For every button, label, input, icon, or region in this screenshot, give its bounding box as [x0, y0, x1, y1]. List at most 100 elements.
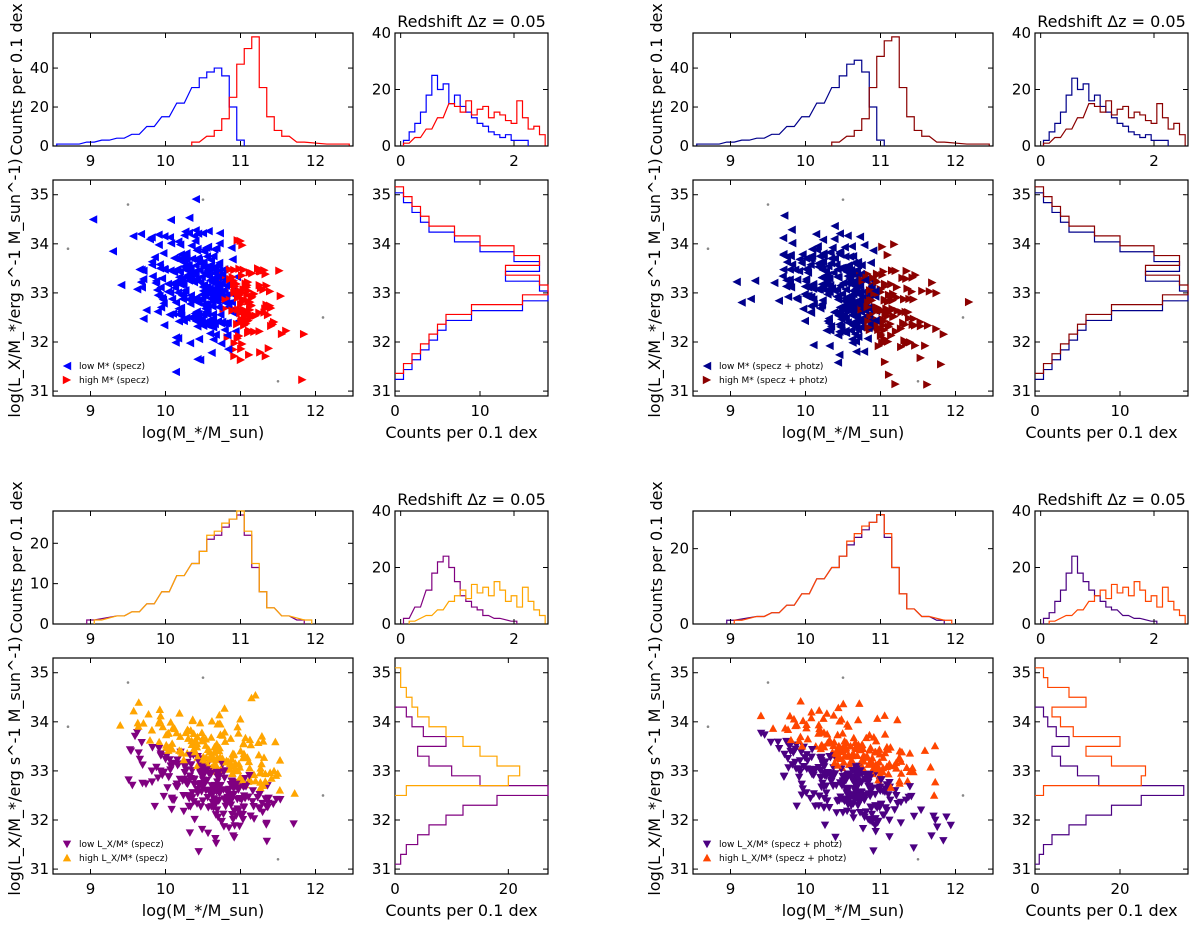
- panel-bottom-right-redshift-hist-ytick-label: 40: [1012, 502, 1031, 520]
- panel-bottom-right-point-low: [799, 763, 809, 771]
- panel-bottom-right-point-low: [807, 770, 817, 779]
- panel-top-right-point-low: [871, 286, 880, 296]
- panel-top-right-point-low: [848, 251, 858, 261]
- panel-bottom-left-ratio-hist-ytick-label: 33: [372, 762, 391, 780]
- panel-bottom-left-point-outlier: [201, 676, 205, 679]
- panel-top-left-legend-label-low: low M* (specz): [79, 362, 145, 372]
- panel-bottom-left-point-high: [189, 729, 198, 737]
- panel-bottom-right-ratio-hist-xtick-label: 20: [1110, 880, 1129, 898]
- panel-top-left-point-low: [184, 295, 193, 304]
- panel-bottom-right-point-outlier: [766, 681, 770, 684]
- panel-bottom-right-point-low: [847, 766, 857, 775]
- panel-bottom-right-point-low: [885, 833, 894, 841]
- panel-bottom-right-point-high: [814, 720, 824, 729]
- panel-top-right-point-low: [847, 242, 856, 251]
- panel-bottom-right-point-low: [814, 763, 823, 772]
- panel-top-left-point-high: [236, 355, 246, 365]
- panel-top-right-point-low: [856, 294, 865, 304]
- panel-top-left-point-low: [209, 335, 218, 344]
- panel-top-right-ratio-hist-ytick-label: 33: [1012, 284, 1031, 302]
- panel-top-left-point-low: [172, 254, 181, 264]
- panel-bottom-right-point-high: [802, 723, 811, 732]
- panel-top-right-ratio-hist-ytick-label: 31: [1012, 382, 1031, 400]
- panel-bottom-right-legend-marker-low: [702, 840, 712, 849]
- panel-bottom-right-point-low: [863, 777, 872, 786]
- panel-top-right-point-high: [906, 338, 915, 347]
- panel-bottom-left-point-low: [185, 829, 195, 837]
- panel-bottom-right-mass-hist-xtick-label: 11: [871, 630, 890, 648]
- panel-bottom-right-mass-hist-xtick-label: 12: [946, 630, 965, 648]
- panel-top-right-ratio-hist-ytick-label: 35: [1012, 186, 1031, 204]
- panel-top-left-point-low: [194, 296, 203, 305]
- panel-bottom-right-point-high: [834, 703, 843, 712]
- panel-bottom-right-point-high: [786, 735, 796, 744]
- panel-top-right-point-high: [897, 342, 906, 352]
- panel-bottom-right-point-high: [807, 707, 816, 716]
- panel-top-left-point-low: [159, 320, 169, 330]
- panel-bottom-right-point-high: [797, 741, 807, 750]
- panel-bottom-right-point-low: [785, 743, 794, 751]
- panel-top-left-point-low: [184, 213, 194, 222]
- panel-top-left-point-outlier: [321, 316, 325, 319]
- panel-top-right-point-low: [801, 274, 811, 284]
- panel-bottom-left-point-high: [158, 722, 168, 731]
- panel-top-left-point-high: [230, 351, 239, 361]
- panel-bottom-right-ratio-hist-ytick-label: 33: [1012, 762, 1031, 780]
- panel-bottom-left-point-low: [234, 785, 244, 794]
- panel-top-right-point-low: [830, 254, 840, 263]
- panel-bottom-right-point-high: [862, 733, 871, 742]
- panel-bottom-right-point-high: [895, 779, 904, 787]
- panel-bottom-left-point-low: [134, 749, 143, 757]
- panel-top-right-point-high: [904, 314, 914, 323]
- panel-top-right-scatter-points: [706, 198, 974, 389]
- panel-bottom-right-point-high: [846, 741, 855, 750]
- panel-bottom-left-point-high: [236, 714, 245, 723]
- panel-bottom-left-point-low: [239, 804, 249, 812]
- panel-top-left-point-low: [116, 280, 126, 290]
- panel-bottom-left-point-high: [267, 774, 276, 782]
- panel-top-right-point-low: [839, 310, 848, 319]
- panel-top-right-redshift-hist-high: [1042, 100, 1186, 146]
- panel-top-left-point-low: [191, 226, 200, 235]
- panel-top-left-point-low: [128, 231, 138, 241]
- panel-bottom-left-point-high: [246, 740, 256, 749]
- panel-top-right-point-low: [815, 251, 824, 261]
- panel-top-right-point-high: [883, 337, 893, 346]
- panel-top-left-point-low: [173, 334, 183, 343]
- panel-top-right-point-low: [841, 328, 851, 338]
- panel-top-right-point-low: [837, 264, 846, 274]
- panel-top-left-point-low: [199, 310, 208, 319]
- panel-top-right-point-low: [832, 260, 841, 269]
- panel-bottom-right-point-high: [878, 767, 888, 776]
- panel-bottom-right-point-high: [816, 741, 826, 750]
- panel-bottom-right-point-low: [860, 793, 869, 802]
- panel-top-right-point-low: [780, 211, 789, 220]
- panel-top-left-point-low: [191, 313, 200, 323]
- panel-bottom-right-mass-hist-high: [733, 514, 953, 624]
- panel-bottom-right-point-low: [850, 787, 860, 795]
- panel-bottom-right-point-low: [905, 783, 915, 791]
- panel-top-left-scatter-xtick-label: 11: [231, 402, 250, 420]
- panel-bottom-right-point-low: [909, 844, 918, 852]
- panel-bottom-right-point-low: [809, 790, 818, 798]
- panel-bottom-right-ratio-hist-ytick-label: 35: [1012, 664, 1031, 682]
- panel-top-left-point-low: [209, 251, 218, 261]
- panel-bottom-right-point-high: [891, 758, 901, 767]
- panel-top-right-scatter-ytick-label: 31: [670, 382, 689, 400]
- panel-bottom-left-point-high: [245, 735, 255, 744]
- panel-top-left-point-low: [214, 260, 223, 270]
- panel-top-left-point-high: [236, 308, 245, 318]
- panel-bottom-left-point-high: [207, 716, 217, 725]
- panel-top-left-redshift-hist-ytick-label: 40: [372, 24, 391, 42]
- panel-top-right-point-outlier: [841, 198, 845, 201]
- panel-top-right-scatter-ytick-label: 32: [670, 333, 689, 351]
- panel-bottom-right-point-low: [904, 793, 913, 802]
- panel-top-left-mass-hist-xtick-label: 10: [156, 152, 175, 170]
- panel-bottom-left-point-high: [251, 776, 260, 785]
- panel-top-left-scatter-ytick-label: 33: [30, 284, 49, 302]
- panel-bottom-left-point-high: [167, 739, 177, 747]
- panel-bottom-left-point-low: [211, 835, 220, 843]
- panel-top-left-point-high: [235, 264, 244, 274]
